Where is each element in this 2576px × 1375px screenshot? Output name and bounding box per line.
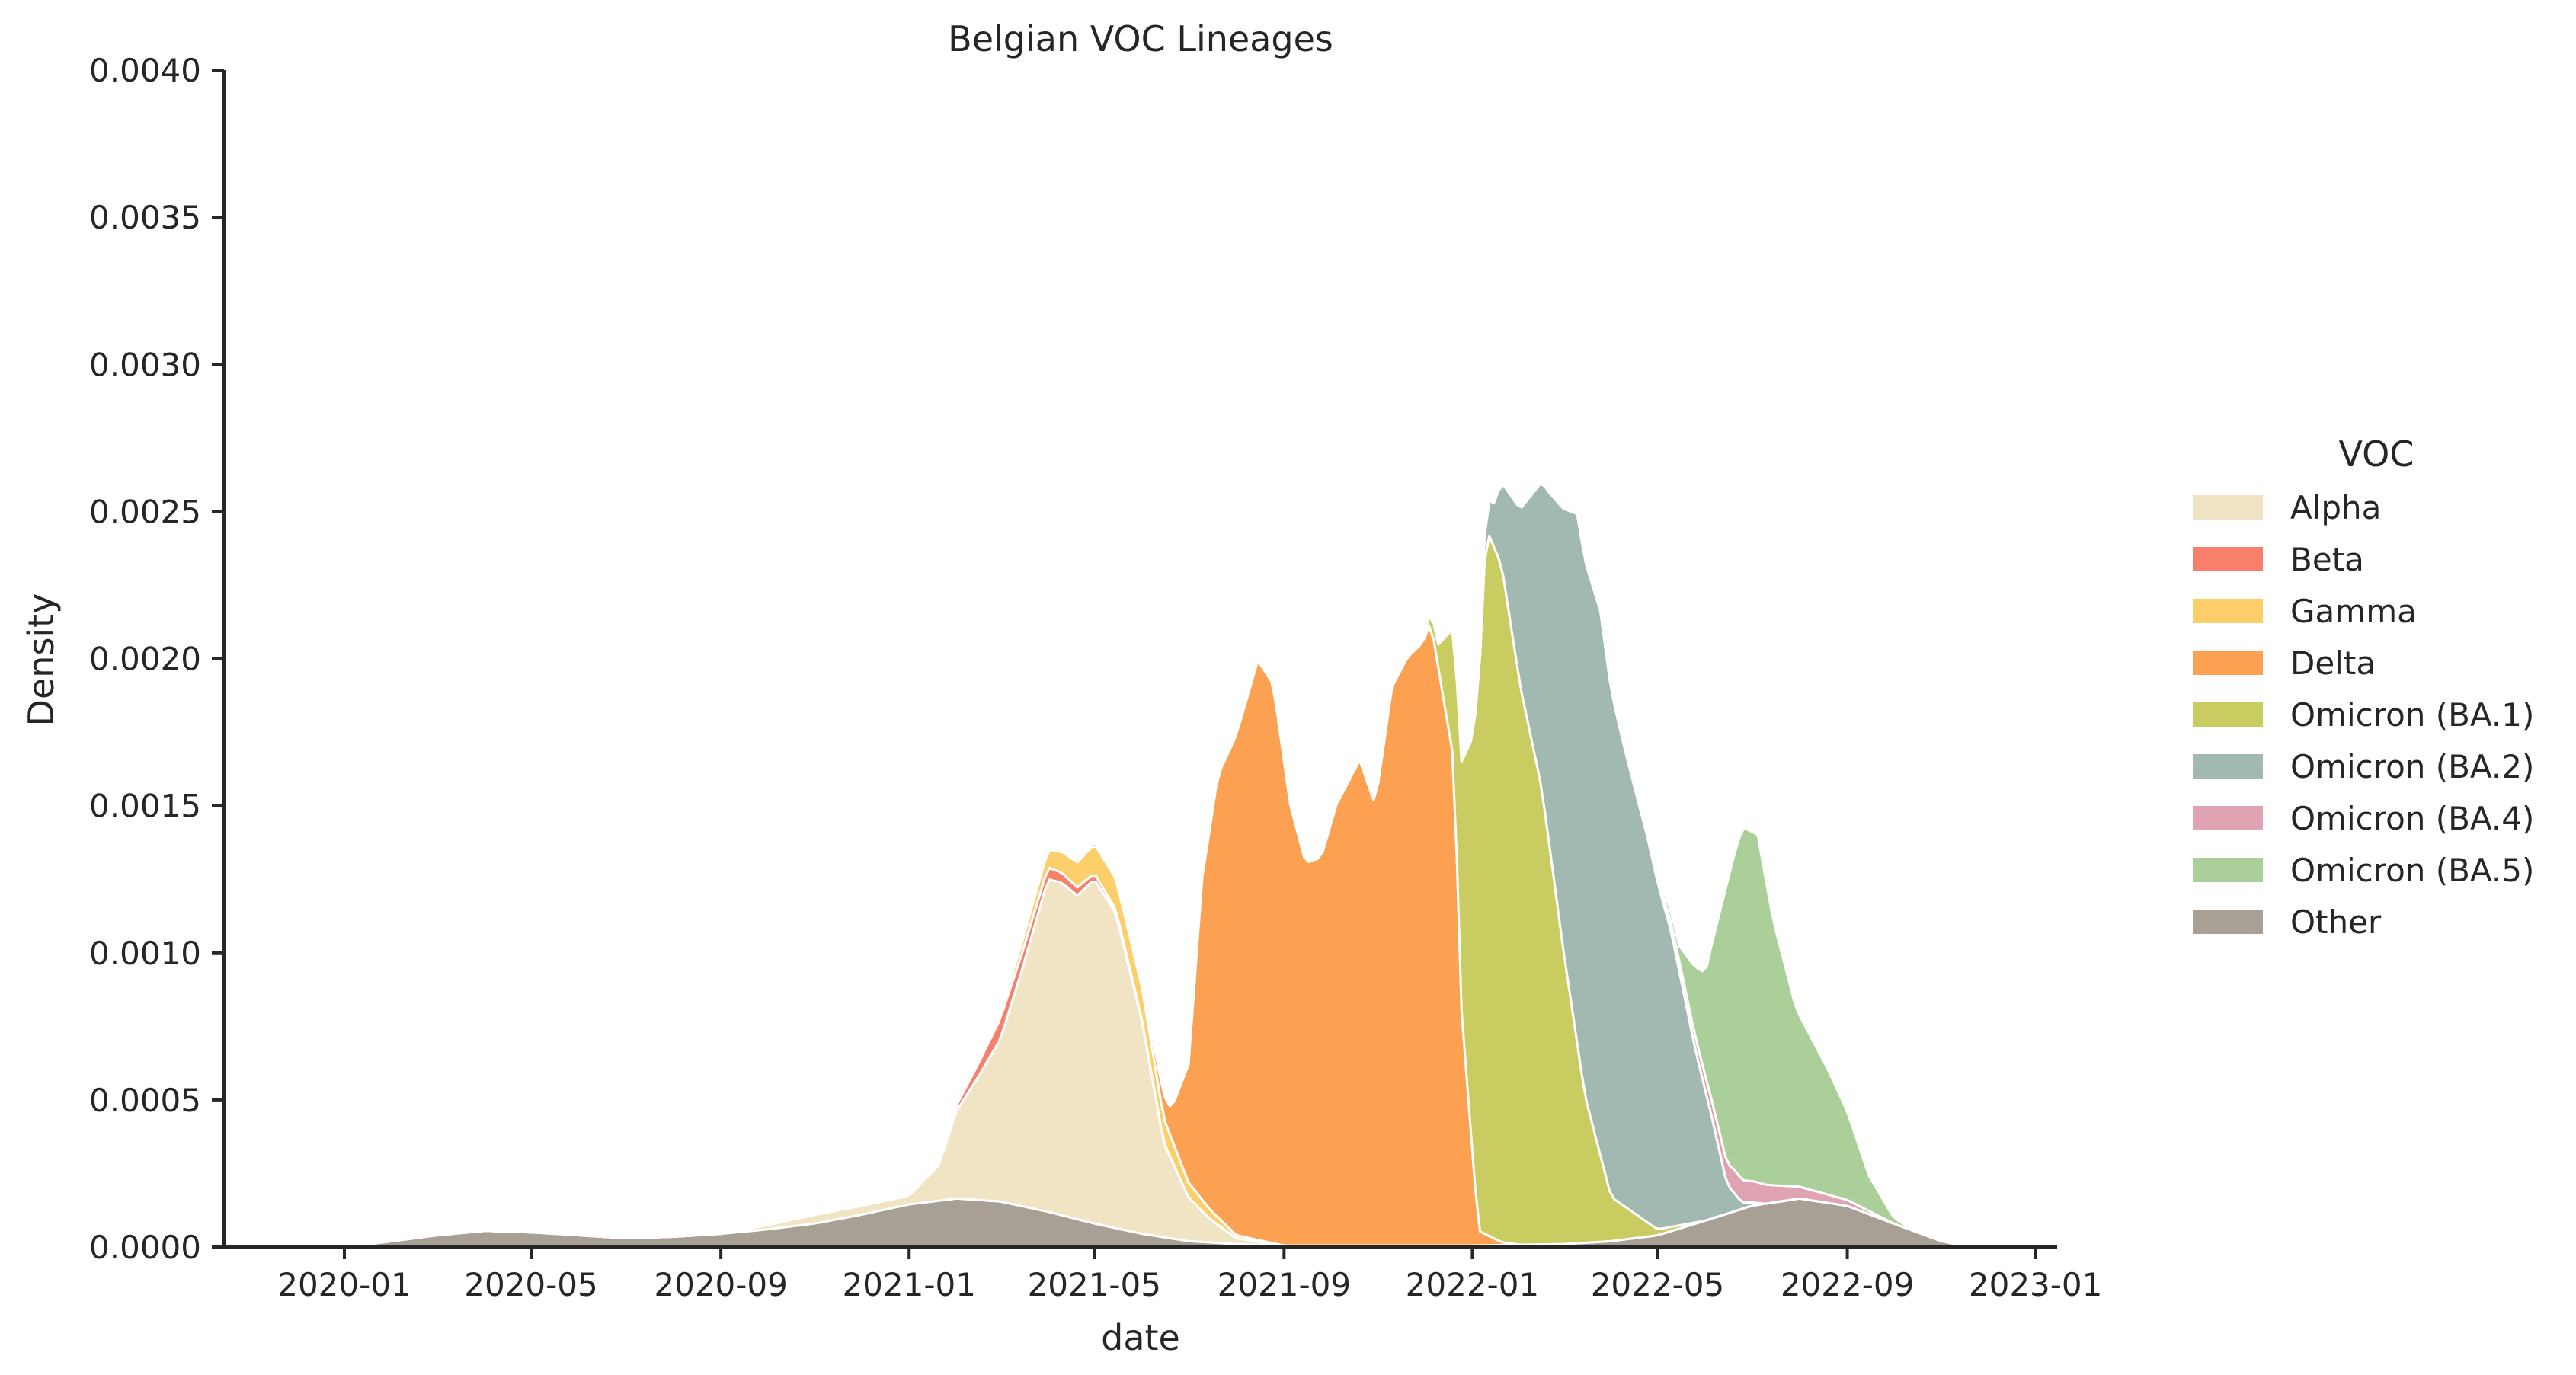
legend-swatch xyxy=(2193,651,2263,675)
y-axis-title: Density xyxy=(21,593,62,727)
legend-item-beta: Beta xyxy=(2193,541,2364,578)
legend-item-omicron-ba-4: Omicron (BA.4) xyxy=(2193,800,2534,837)
legend-label: Omicron (BA.4) xyxy=(2290,800,2534,837)
x-tick-label: 2022-09 xyxy=(1781,1266,1915,1303)
x-tick-label: 2020-01 xyxy=(277,1266,411,1303)
x-tick-label: 2020-05 xyxy=(464,1266,598,1303)
legend-label: Other xyxy=(2290,903,2382,941)
x-tick-label: 2021-01 xyxy=(842,1266,976,1303)
legend-swatch xyxy=(2193,547,2263,571)
legend-label: Beta xyxy=(2290,541,2364,578)
y-tick-label: 0.0015 xyxy=(89,788,201,825)
legend-label: Omicron (BA.1) xyxy=(2290,696,2534,734)
x-tick-label: 2021-05 xyxy=(1027,1266,1161,1303)
legend-item-alpha: Alpha xyxy=(2193,489,2381,526)
x-tick-label: 2022-05 xyxy=(1591,1266,1725,1303)
legend-swatch xyxy=(2193,599,2263,623)
legend-swatch xyxy=(2193,806,2263,830)
y-tick-label: 0.0005 xyxy=(89,1082,201,1119)
x-tick-label: 2020-09 xyxy=(654,1266,788,1303)
x-ticks: 2020-01 2020-05 2020-09 2021-01 2021-05 2021-… xyxy=(277,1247,2102,1303)
legend: VOC Alpha Beta Gamma Delta Omicron (BA.1) Omi… xyxy=(2193,433,2534,941)
legend-item-delta: Delta xyxy=(2193,644,2376,682)
x-axis-title: date xyxy=(1101,1317,1180,1358)
y-tick-label: 0.0040 xyxy=(89,52,201,89)
stacked-areas xyxy=(317,482,2000,1249)
legend-swatch xyxy=(2193,495,2263,520)
legend-item-omicron-ba-1: Omicron (BA.1) xyxy=(2193,696,2534,734)
legend-swatch xyxy=(2193,702,2263,727)
legend-label: Omicron (BA.5) xyxy=(2290,852,2534,889)
legend-label: Delta xyxy=(2290,644,2376,682)
legend-label: Gamma xyxy=(2290,593,2417,630)
y-tick-label: 0.0030 xyxy=(89,346,201,383)
y-tick-label: 0.0035 xyxy=(89,199,201,236)
legend-label: Omicron (BA.2) xyxy=(2290,748,2534,785)
y-ticks: 0.0000 0.0005 0.0010 0.0015 0.0020 0.0025 0.00… xyxy=(89,52,224,1266)
legend-item-omicron-ba-2: Omicron (BA.2) xyxy=(2193,748,2534,785)
y-tick-label: 0.0025 xyxy=(89,493,201,530)
y-tick-label: 0.0000 xyxy=(89,1229,201,1266)
legend-swatch xyxy=(2193,754,2263,779)
legend-swatch xyxy=(2193,910,2263,934)
x-tick-label: 2023-01 xyxy=(1969,1266,2103,1303)
y-tick-label: 0.0020 xyxy=(89,641,201,678)
legend-label: Alpha xyxy=(2290,489,2381,526)
chart-title: Belgian VOC Lineages xyxy=(948,18,1333,59)
x-tick-label: 2022-01 xyxy=(1406,1266,1540,1303)
legend-item-gamma: Gamma xyxy=(2193,593,2417,630)
y-tick-label: 0.0010 xyxy=(89,935,201,972)
x-tick-label: 2021-09 xyxy=(1218,1266,1352,1303)
legend-item-other: Other xyxy=(2193,903,2382,941)
legend-swatch xyxy=(2193,858,2263,882)
legend-title: VOC xyxy=(2339,433,2414,475)
legend-item-omicron-ba-5: Omicron (BA.5) xyxy=(2193,852,2534,889)
